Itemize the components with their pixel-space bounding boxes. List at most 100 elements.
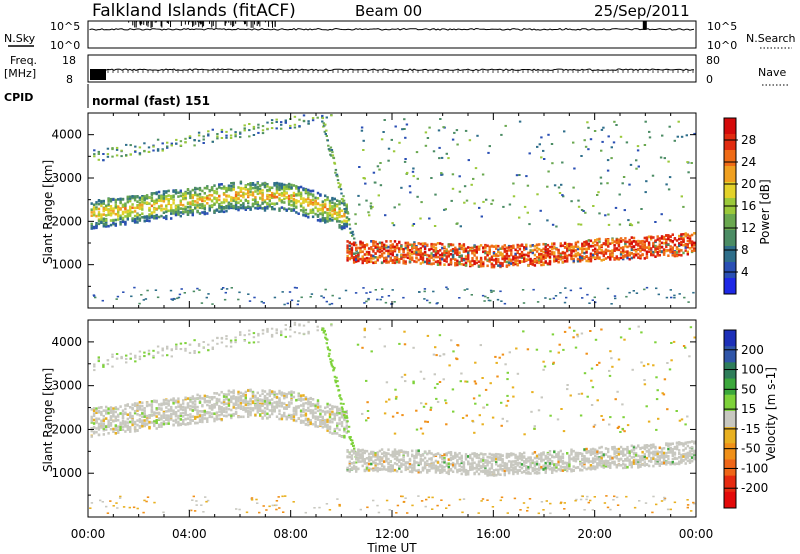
echo-cell	[647, 247, 651, 250]
echo-cell	[129, 357, 132, 360]
echo-cell	[150, 199, 154, 202]
echo-cell	[554, 295, 558, 297]
echo-cell	[690, 243, 694, 247]
echo-cell	[299, 185, 303, 189]
echo-cell	[162, 190, 166, 193]
echo-cell	[358, 166, 361, 168]
nsky-tick-top: 10^5	[50, 20, 80, 33]
echo-cell	[693, 249, 696, 252]
echo-cell	[148, 196, 151, 199]
echo-cell	[585, 249, 588, 252]
echo-cell	[218, 183, 221, 187]
echo-cell	[686, 239, 689, 243]
echo-cell	[177, 414, 180, 418]
echo-cell	[198, 188, 202, 192]
echo-cell	[157, 215, 161, 219]
echo-cell	[652, 236, 655, 239]
echo-cell	[654, 255, 657, 258]
echo-cell	[456, 143, 459, 146]
colorbar-tick-label: 4	[741, 265, 749, 279]
echo-cell	[112, 221, 115, 225]
echo-cell	[262, 302, 265, 304]
echo-cell	[544, 251, 547, 254]
echo-cell	[309, 199, 312, 202]
echo-cell	[333, 207, 336, 210]
echo-cell	[112, 207, 115, 210]
echo-cell	[577, 205, 581, 208]
echo-cell	[215, 418, 219, 421]
echo-cell	[365, 300, 368, 303]
echo-cell	[440, 172, 443, 175]
echo-cell	[378, 241, 382, 245]
echo-cell	[363, 302, 366, 304]
echo-cell	[553, 242, 556, 246]
echo-cell	[92, 430, 96, 434]
echo-cell	[297, 394, 300, 398]
echo-cell	[546, 243, 550, 247]
echo-cell	[430, 256, 433, 259]
echo-cell	[316, 116, 319, 119]
echo-cell	[263, 390, 267, 393]
echo-cell	[497, 244, 500, 248]
echo-cell	[367, 258, 371, 262]
echo-cell	[121, 220, 125, 224]
echo-cell	[596, 194, 599, 196]
echo-cell	[451, 255, 455, 259]
echo-cell	[321, 207, 324, 211]
echo-cell	[172, 423, 175, 427]
echo-cell	[105, 410, 108, 413]
echo-cell	[299, 421, 303, 424]
echo-cell	[141, 419, 144, 422]
echo-cell	[278, 188, 281, 192]
echo-cell	[155, 207, 158, 211]
echo-cell	[411, 224, 414, 227]
echo-cell	[391, 259, 394, 262]
echo-cell	[112, 409, 115, 413]
echo-cell	[131, 416, 134, 420]
echo-cell	[117, 213, 120, 217]
echo-cell	[495, 253, 498, 257]
echo-cell	[242, 187, 245, 190]
echo-cell	[416, 177, 419, 180]
echo-cell	[307, 332, 310, 335]
echo-cell	[518, 261, 522, 264]
echo-cell	[413, 246, 416, 249]
echo-cell	[619, 237, 623, 240]
echo-cell	[179, 203, 182, 206]
echo-cell	[229, 137, 233, 139]
echo-cell	[488, 258, 491, 261]
echo-cell	[462, 247, 466, 250]
echo-cell	[244, 401, 247, 404]
echo-cell	[492, 245, 496, 248]
echo-cell	[271, 412, 274, 416]
echo-cell	[121, 212, 125, 216]
echo-cell	[115, 298, 118, 300]
echo-cell	[285, 192, 288, 195]
echo-cell	[95, 226, 98, 230]
echo-cell	[121, 218, 125, 221]
echo-cell	[247, 412, 250, 416]
echo-cell	[324, 336, 327, 339]
freq-line	[105, 68, 694, 72]
cpid-label: CPID	[4, 91, 33, 104]
echo-cell	[259, 398, 262, 401]
echo-cell	[673, 253, 677, 256]
velocity-data	[89, 321, 696, 515]
echo-cell	[275, 396, 279, 399]
echo-cell	[220, 128, 224, 131]
echo-cell	[156, 345, 160, 348]
echo-cell	[402, 296, 405, 299]
echo-cell	[316, 207, 320, 211]
echo-cell	[186, 417, 190, 420]
echo-cell	[166, 146, 169, 149]
echo-cell	[662, 235, 666, 239]
echo-cell	[516, 250, 519, 254]
echo-cell	[153, 422, 156, 425]
echo-cell	[463, 201, 466, 204]
echo-cell	[344, 207, 348, 210]
echo-cell	[331, 209, 334, 213]
echo-cell	[194, 193, 197, 197]
echo-cell	[249, 193, 252, 196]
echo-cell	[119, 405, 122, 408]
echo-cell	[390, 303, 393, 305]
